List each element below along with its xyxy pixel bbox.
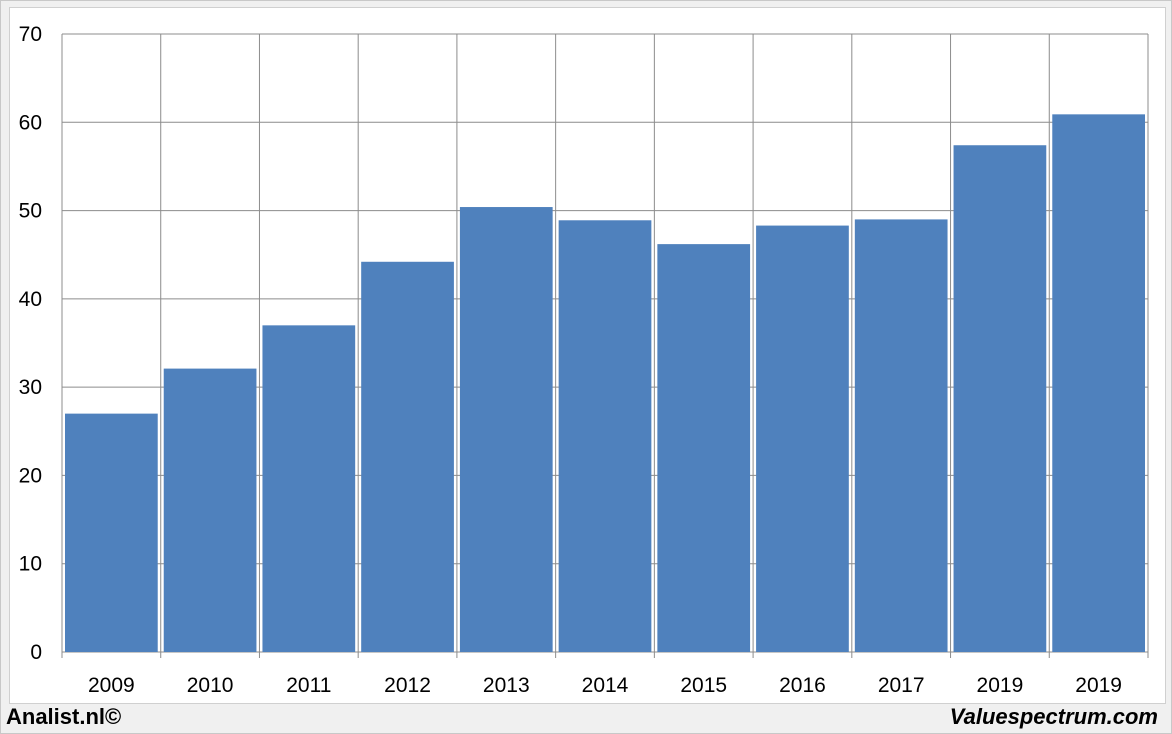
- bar: [65, 413, 158, 652]
- y-tick-label: 40: [19, 288, 42, 311]
- y-tick-label: 20: [19, 464, 42, 487]
- bar: [953, 145, 1047, 653]
- bar: [262, 325, 356, 652]
- x-tick-label: 2016: [779, 674, 826, 697]
- y-tick-label: 60: [19, 111, 42, 134]
- x-tick-label: 2015: [680, 674, 727, 697]
- y-tick-label: 70: [19, 23, 42, 46]
- bar: [361, 261, 454, 652]
- x-tick-label: 2013: [483, 674, 530, 697]
- bar: [163, 368, 257, 652]
- bar: [657, 244, 751, 652]
- x-tick-label: 2019: [977, 674, 1024, 697]
- bar: [756, 225, 849, 652]
- x-tick-label: 2017: [878, 674, 925, 697]
- bar: [854, 219, 948, 652]
- y-tick-label: 50: [19, 200, 42, 223]
- x-tick-label: 2019: [1075, 674, 1122, 697]
- y-tick-label: 30: [19, 376, 42, 399]
- x-tick-label: 2012: [384, 674, 431, 697]
- y-tick-label: 0: [30, 641, 42, 664]
- source-credit-right: Valuespectrum.com: [949, 704, 1158, 729]
- x-tick-label: 2014: [582, 674, 629, 697]
- source-credit-left: Analist.nl©: [6, 704, 122, 729]
- x-tick-label: 2011: [286, 674, 331, 697]
- x-tick-label: 2009: [88, 674, 135, 697]
- bar: [1052, 114, 1145, 653]
- x-tick-label: 2010: [187, 674, 234, 697]
- y-tick-label: 10: [19, 553, 42, 576]
- bar: [558, 220, 652, 653]
- bar: [459, 207, 553, 653]
